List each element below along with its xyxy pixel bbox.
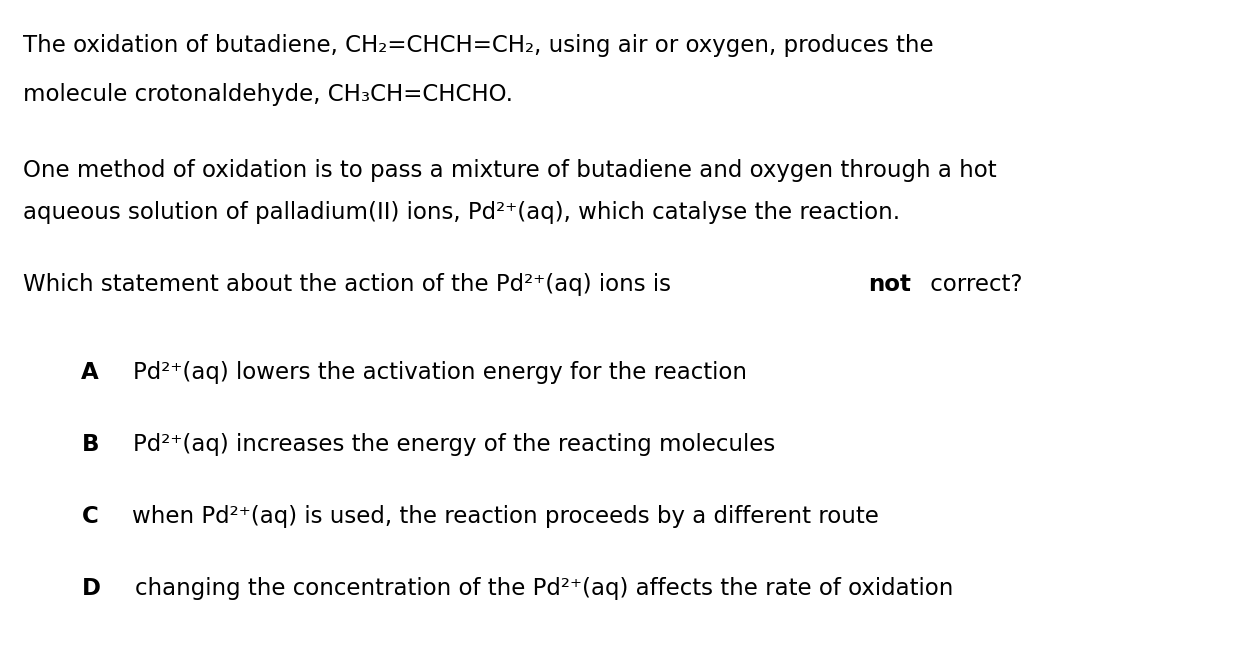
Text: One method of oxidation is to pass a mixture of butadiene and oxygen through a h: One method of oxidation is to pass a mix… — [23, 158, 997, 182]
Text: Pd²⁺(aq) increases the energy of the reacting molecules: Pd²⁺(aq) increases the energy of the rea… — [104, 433, 775, 456]
Text: correct?: correct? — [923, 273, 1023, 296]
Text: The oxidation of butadiene, CH₂=CHCH=CH₂, using air or oxygen, produces the: The oxidation of butadiene, CH₂=CHCH=CH₂… — [23, 34, 933, 58]
Text: when Pd²⁺(aq) is used, the reaction proceeds by a different route: when Pd²⁺(aq) is used, the reaction proc… — [103, 505, 879, 528]
Text: not: not — [868, 273, 911, 296]
Text: aqueous solution of palladium(II) ions, Pd²⁺(aq), which catalyse the reaction.: aqueous solution of palladium(II) ions, … — [23, 201, 900, 224]
Text: C: C — [81, 505, 98, 528]
Text: D: D — [81, 577, 100, 600]
Text: Which statement about the action of the Pd²⁺(aq) ions is: Which statement about the action of the … — [23, 273, 677, 296]
Text: B: B — [81, 433, 99, 456]
Text: changing the concentration of the Pd²⁺(aq) affects the rate of oxidation: changing the concentration of the Pd²⁺(a… — [106, 577, 953, 600]
Text: molecule crotonaldehyde, CH₃CH=CHCHO.: molecule crotonaldehyde, CH₃CH=CHCHO. — [23, 83, 512, 107]
Text: A: A — [81, 361, 99, 385]
Text: Pd²⁺(aq) lowers the activation energy for the reaction: Pd²⁺(aq) lowers the activation energy fo… — [104, 361, 747, 385]
